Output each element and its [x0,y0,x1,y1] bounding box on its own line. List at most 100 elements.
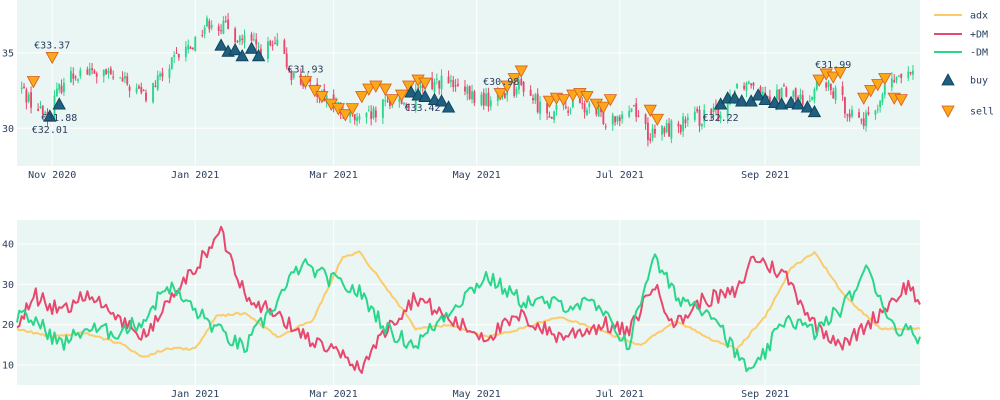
candle-body [433,81,436,92]
candle [135,83,138,95]
candle [367,105,370,112]
candle [846,113,849,122]
candle-body [381,99,384,118]
buy-marker [244,41,259,54]
legend-label: -DM [970,48,988,59]
candle-body [255,39,258,45]
candle [62,77,65,96]
price-annotation: €31.93 [287,64,323,75]
candle-body [243,35,246,43]
candle [405,102,408,107]
candle-body [808,100,811,102]
candle-body [388,98,391,106]
candle-body [630,108,633,112]
candle-body [238,36,241,42]
candle [860,118,863,125]
candle-body [862,118,865,126]
candle-body [813,89,816,100]
candle [801,90,804,109]
candle [893,74,896,84]
candle [25,87,28,110]
candle-body [712,107,715,113]
candle-body [564,106,567,109]
candle [292,71,295,80]
candle-body [168,68,171,78]
candle [93,68,96,74]
candle-body [449,80,452,82]
candle-body [259,48,262,58]
legend-label: buy [970,76,988,87]
candle-body [222,20,225,34]
candle [372,105,375,120]
sell-marker [542,95,557,108]
sell-marker [493,88,507,101]
candle-body [604,126,607,128]
candle [529,85,532,97]
candle-body [827,81,830,87]
candle [119,76,122,79]
candle-body [431,78,434,90]
candle-body [635,103,638,117]
candle-body [686,117,689,121]
buy-marker [713,97,728,110]
candle-body [30,92,33,108]
candle [269,39,272,47]
candle-body [801,95,804,105]
candle-body [170,57,173,70]
candle-body [865,112,867,127]
legend-item-buy: buy [941,73,988,87]
candle [126,72,129,86]
candle-body [184,46,187,57]
candle-body [895,77,898,81]
candle-body [909,72,912,74]
candle-body [62,82,65,92]
candle [900,73,903,84]
candle-body [912,70,914,75]
price-xtick-label: Jul 2021 [596,170,644,181]
candle-body [25,89,28,103]
candle-body [349,110,351,117]
price-grid [17,0,920,166]
price-xtick-label: Nov 2020 [28,170,76,181]
candle [184,41,187,62]
candle-body [138,85,140,89]
candle-body [386,100,389,102]
candle-body [372,108,375,118]
candle [44,110,47,117]
candle-body [632,105,635,107]
candle-body [159,73,162,77]
candle-body [421,83,424,89]
candle [140,82,143,95]
candle [581,97,584,110]
candle-body [553,111,556,120]
candle [813,87,816,104]
candle [858,108,860,118]
candle-body [454,85,457,87]
candle [276,32,279,47]
candle [55,82,58,97]
candle [630,108,633,113]
candle-body [365,112,368,118]
candle [241,34,244,45]
candle [454,79,457,92]
candle-body [614,116,617,123]
candle [808,95,811,103]
candle-body [285,53,288,68]
candle [482,88,485,110]
candle-body [780,87,783,102]
candle-body [616,115,619,122]
candle [407,103,410,111]
candle-body [785,87,788,97]
candle [485,87,488,107]
candle-body [203,27,206,35]
candle-body [600,107,602,113]
candle [618,114,621,127]
candle-body [241,38,244,40]
candle-body [91,68,93,71]
candle [464,80,466,96]
price-annotation: €32.01 [32,125,68,136]
candle-body [548,116,551,118]
candle [74,75,77,81]
candle [747,80,750,85]
candle [663,126,666,137]
